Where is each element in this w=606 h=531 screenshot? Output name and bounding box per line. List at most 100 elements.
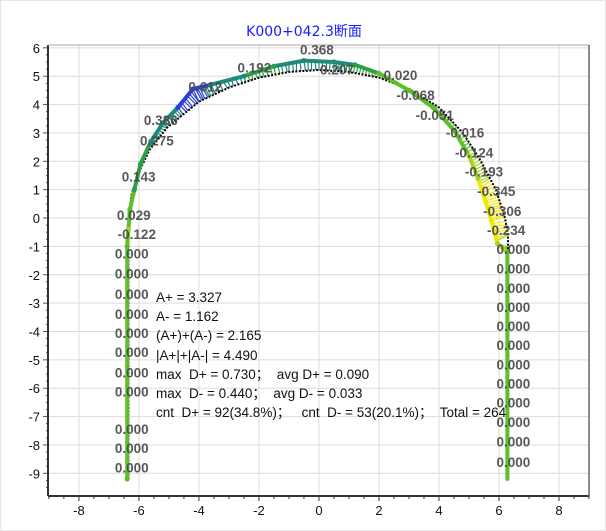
deviation-label: 0.000 bbox=[496, 262, 530, 277]
measured-profile-segment bbox=[466, 153, 480, 181]
deviation-label: -0.306 bbox=[483, 204, 522, 219]
deviation-label: 0.020 bbox=[384, 68, 418, 83]
measured-point bbox=[466, 153, 472, 159]
measured-profile-segment bbox=[475, 176, 488, 204]
y-tick-label: 4 bbox=[33, 98, 40, 113]
deviation-hatch bbox=[196, 87, 204, 100]
deviation-hatch bbox=[490, 214, 505, 219]
deviation-hatch bbox=[194, 88, 203, 101]
design-profile-line bbox=[127, 68, 509, 479]
measured-profile-segment bbox=[148, 121, 165, 144]
deviation-hatch bbox=[492, 224, 507, 228]
stats-line: max D- = 0.440； avg D- = 0.033 bbox=[156, 386, 363, 402]
deviation-hatch bbox=[484, 193, 498, 199]
stats-line: (A+)+(A-) = 2.165 bbox=[156, 328, 262, 344]
deviation-label: 0.612 bbox=[188, 80, 222, 95]
deviation-label: 0.000 bbox=[115, 326, 149, 341]
stats-block: A+ = 3.327 A- = 1.162 (A+)+(A-) = 2.165 |A+… bbox=[156, 288, 506, 422]
deviation-hatch bbox=[489, 208, 503, 214]
deviation-hatch bbox=[486, 199, 500, 205]
measured-point bbox=[475, 175, 481, 181]
measured-point bbox=[208, 82, 214, 88]
measured-point bbox=[352, 62, 358, 68]
stats-line: cnt D+ = 92(34.8%)； cnt D- = 53(20.1%)； … bbox=[156, 405, 507, 421]
y-tick-label: -9 bbox=[28, 466, 40, 481]
deviation-hatch bbox=[481, 183, 494, 191]
measured-point bbox=[494, 240, 501, 247]
deviation-hatch bbox=[488, 206, 502, 212]
x-tick-label: 2 bbox=[375, 503, 382, 518]
measured-point bbox=[451, 127, 457, 133]
x-tick-label: -2 bbox=[253, 503, 265, 518]
y-tick-label: -8 bbox=[28, 438, 40, 453]
deviation-label: -0.234 bbox=[487, 223, 526, 238]
deviation-label: 0.029 bbox=[117, 208, 151, 223]
deviation-label: 0.000 bbox=[115, 422, 149, 437]
deviation-hatch bbox=[487, 204, 502, 210]
deviation-label: -0.051 bbox=[416, 108, 455, 123]
measured-profile-segment bbox=[126, 207, 132, 232]
deviation-hatch bbox=[483, 190, 497, 196]
measured-profile-segment bbox=[489, 218, 500, 246]
deviation-hatch bbox=[199, 87, 206, 100]
deviation-hatch bbox=[492, 220, 506, 225]
x-tick-label: -6 bbox=[133, 503, 145, 518]
deviation-label: 0.000 bbox=[115, 460, 149, 475]
deviation-hatch bbox=[494, 229, 508, 233]
deviation-label: 0.000 bbox=[496, 300, 530, 315]
measured-profile-segment bbox=[125, 227, 131, 249]
deviation-label: 0.000 bbox=[115, 345, 149, 360]
measured-point bbox=[124, 476, 130, 482]
measured-point bbox=[190, 86, 196, 92]
deviation-label: -0.122 bbox=[118, 227, 156, 242]
measured-profile-segment bbox=[132, 162, 143, 192]
deviation-label: 0.000 bbox=[496, 396, 530, 411]
stats-line: max D+ = 0.730； avg D+ = 0.090 bbox=[156, 366, 370, 382]
measured-profile-segment bbox=[271, 58, 306, 69]
measured-point bbox=[430, 104, 436, 111]
measured-profile-segment bbox=[208, 74, 246, 87]
stats-line: A+ = 3.327 bbox=[156, 290, 223, 305]
measured-profile-segment bbox=[190, 82, 213, 91]
measured-profile-segment bbox=[138, 139, 153, 167]
stats-line: |A+|+|A-| = 4.490 bbox=[156, 347, 258, 363]
deviation-hatch bbox=[489, 211, 504, 217]
y-tick-label: -1 bbox=[28, 239, 40, 254]
y-tick-label: -7 bbox=[28, 410, 40, 425]
y-tick-label: 0 bbox=[33, 211, 40, 226]
x-tick-label: -8 bbox=[73, 503, 85, 518]
measured-profile-segment bbox=[127, 187, 137, 212]
measured-point bbox=[131, 187, 138, 193]
deviation-label: 0.000 bbox=[496, 338, 530, 353]
deviation-label: 0.368 bbox=[300, 43, 334, 58]
measured-profile-segment bbox=[430, 105, 456, 133]
x-tick-label: 4 bbox=[435, 503, 442, 518]
chart-title: K000+042.3断面 bbox=[246, 24, 362, 40]
deviation-label: 0.000 bbox=[115, 307, 149, 322]
deviation-label: 0.000 bbox=[496, 319, 530, 334]
measured-point bbox=[301, 58, 307, 64]
y-tick-label: -6 bbox=[28, 381, 40, 396]
measured-profile-segment bbox=[376, 71, 411, 93]
deviation-label: -0.193 bbox=[465, 165, 504, 180]
y-tick-label: 5 bbox=[33, 69, 40, 84]
deviation-label: -0.016 bbox=[446, 125, 485, 140]
measured-profile-segment bbox=[241, 64, 276, 79]
deviation-label: 0.192 bbox=[238, 61, 272, 76]
measured-point bbox=[504, 249, 510, 255]
measured-point bbox=[482, 198, 489, 204]
deviation-label: 0.275 bbox=[140, 133, 174, 148]
deviation-label: 0.000 bbox=[496, 281, 530, 296]
deviation-label: 0.000 bbox=[496, 377, 530, 392]
y-tick-label: 6 bbox=[33, 41, 40, 56]
measured-point bbox=[127, 206, 133, 213]
measured-point bbox=[331, 59, 337, 65]
deviation-label: 0.000 bbox=[115, 246, 149, 261]
y-tick-label: -2 bbox=[28, 268, 40, 283]
measured-profile-segment bbox=[352, 62, 381, 76]
deviation-label: 0.000 bbox=[496, 455, 530, 470]
deviation-label: 0.207 bbox=[320, 63, 354, 78]
deviation-label: -0.345 bbox=[477, 184, 516, 199]
